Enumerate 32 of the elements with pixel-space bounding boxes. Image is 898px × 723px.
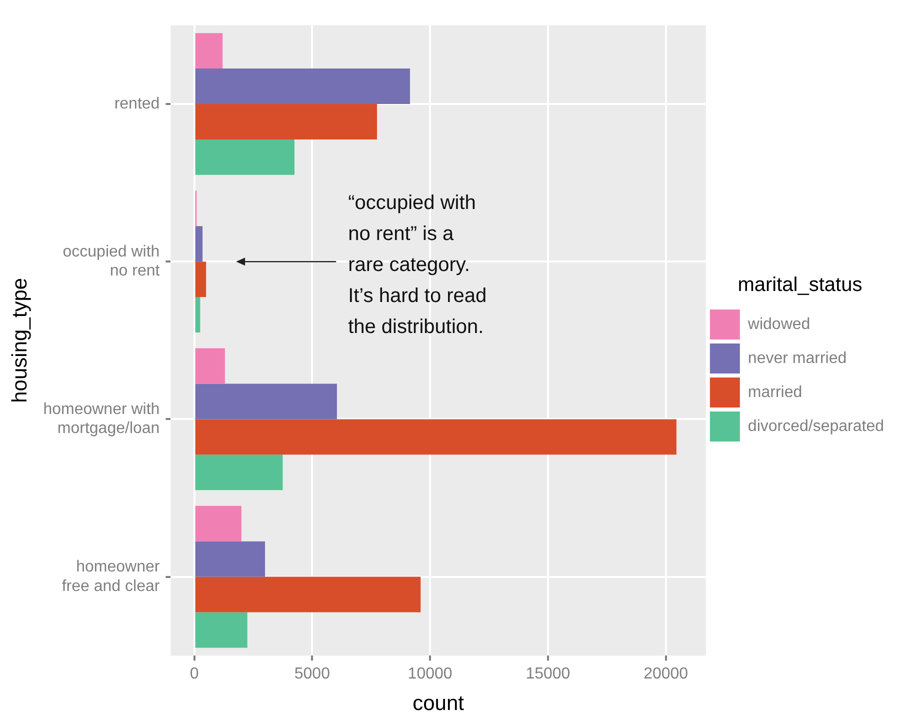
x-tick-label: 0	[190, 666, 199, 683]
legend-title: marital_status	[738, 274, 862, 296]
x-tick-label: 20000	[644, 666, 688, 683]
bar	[195, 454, 283, 490]
bar	[195, 104, 378, 140]
x-axis-title: count	[412, 692, 464, 716]
bar	[195, 33, 223, 69]
bar	[195, 576, 421, 612]
bar	[195, 506, 242, 542]
bar	[195, 384, 337, 420]
legend-label: widowed	[746, 316, 810, 333]
bar	[195, 297, 200, 333]
bar	[195, 68, 410, 104]
bar	[195, 139, 294, 175]
bar	[195, 419, 676, 455]
y-axis-title: housing_type	[8, 278, 32, 403]
bar	[195, 612, 248, 648]
y-tick-label: homeowner with mortgage/loan	[43, 401, 160, 438]
x-tick-label: 5000	[294, 666, 330, 683]
x-tick-label: 10000	[408, 666, 452, 683]
bar	[195, 348, 225, 384]
y-tick-label: occupied with no rent	[62, 243, 160, 280]
bar	[195, 541, 266, 577]
annotation: “occupied with no rent” is a rare category. It’s hard to read the distribution.	[348, 192, 487, 338]
bar	[195, 262, 206, 298]
legend-label: married	[748, 384, 802, 401]
legend-label: never married	[748, 350, 847, 367]
x-tick-label: 15000	[526, 666, 570, 683]
y-tick-label: homeowner free and clear	[62, 558, 160, 595]
y-tick-label: rented	[114, 95, 160, 112]
legend-label: divorced/separated	[748, 418, 884, 435]
bar	[195, 226, 203, 262]
